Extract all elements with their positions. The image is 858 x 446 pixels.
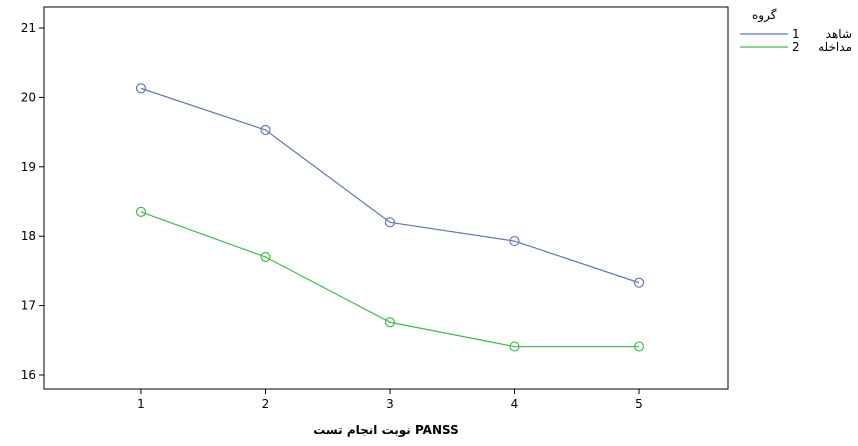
x-tick-label: 4 bbox=[511, 397, 519, 411]
y-tick-label: 17 bbox=[21, 299, 36, 313]
data-point bbox=[384, 317, 396, 328]
data-point bbox=[384, 217, 396, 228]
x-axis-title: نوبت انجام تست PANSS bbox=[313, 423, 459, 438]
y-tick-label: 16 bbox=[21, 368, 36, 382]
series-line-1 bbox=[140, 87, 640, 284]
plot-frame bbox=[43, 6, 729, 390]
x-axis: 1 2 3 4 5 bbox=[137, 389, 643, 411]
data-point bbox=[135, 206, 147, 218]
x-tick-label: 1 bbox=[137, 397, 145, 411]
y-tick-label: 21 bbox=[21, 21, 36, 35]
legend-label: شاهد bbox=[826, 27, 852, 41]
legend: گروه 1 شاهد 2 مداخله bbox=[740, 8, 852, 54]
x-tick-label: 3 bbox=[386, 397, 394, 411]
data-point bbox=[260, 124, 271, 136]
data-point bbox=[509, 341, 520, 352]
series-layer bbox=[135, 83, 645, 352]
x-tick-label: 5 bbox=[635, 397, 643, 411]
data-point bbox=[509, 235, 520, 247]
data-point bbox=[135, 83, 147, 94]
data-point bbox=[260, 251, 271, 263]
y-axis: 16 17 18 19 20 21 bbox=[21, 21, 44, 382]
data-point bbox=[633, 277, 645, 288]
x-tick-label: 2 bbox=[262, 397, 270, 411]
legend-key: 2 bbox=[792, 40, 800, 54]
legend-title: گروه bbox=[752, 8, 777, 23]
data-point bbox=[633, 341, 645, 352]
legend-key: 1 bbox=[792, 27, 800, 41]
y-tick-label: 19 bbox=[21, 160, 36, 174]
legend-label: مداخله bbox=[818, 40, 852, 54]
y-tick-label: 20 bbox=[21, 90, 36, 104]
series-line-2 bbox=[140, 211, 639, 348]
y-tick-label: 18 bbox=[21, 229, 36, 243]
